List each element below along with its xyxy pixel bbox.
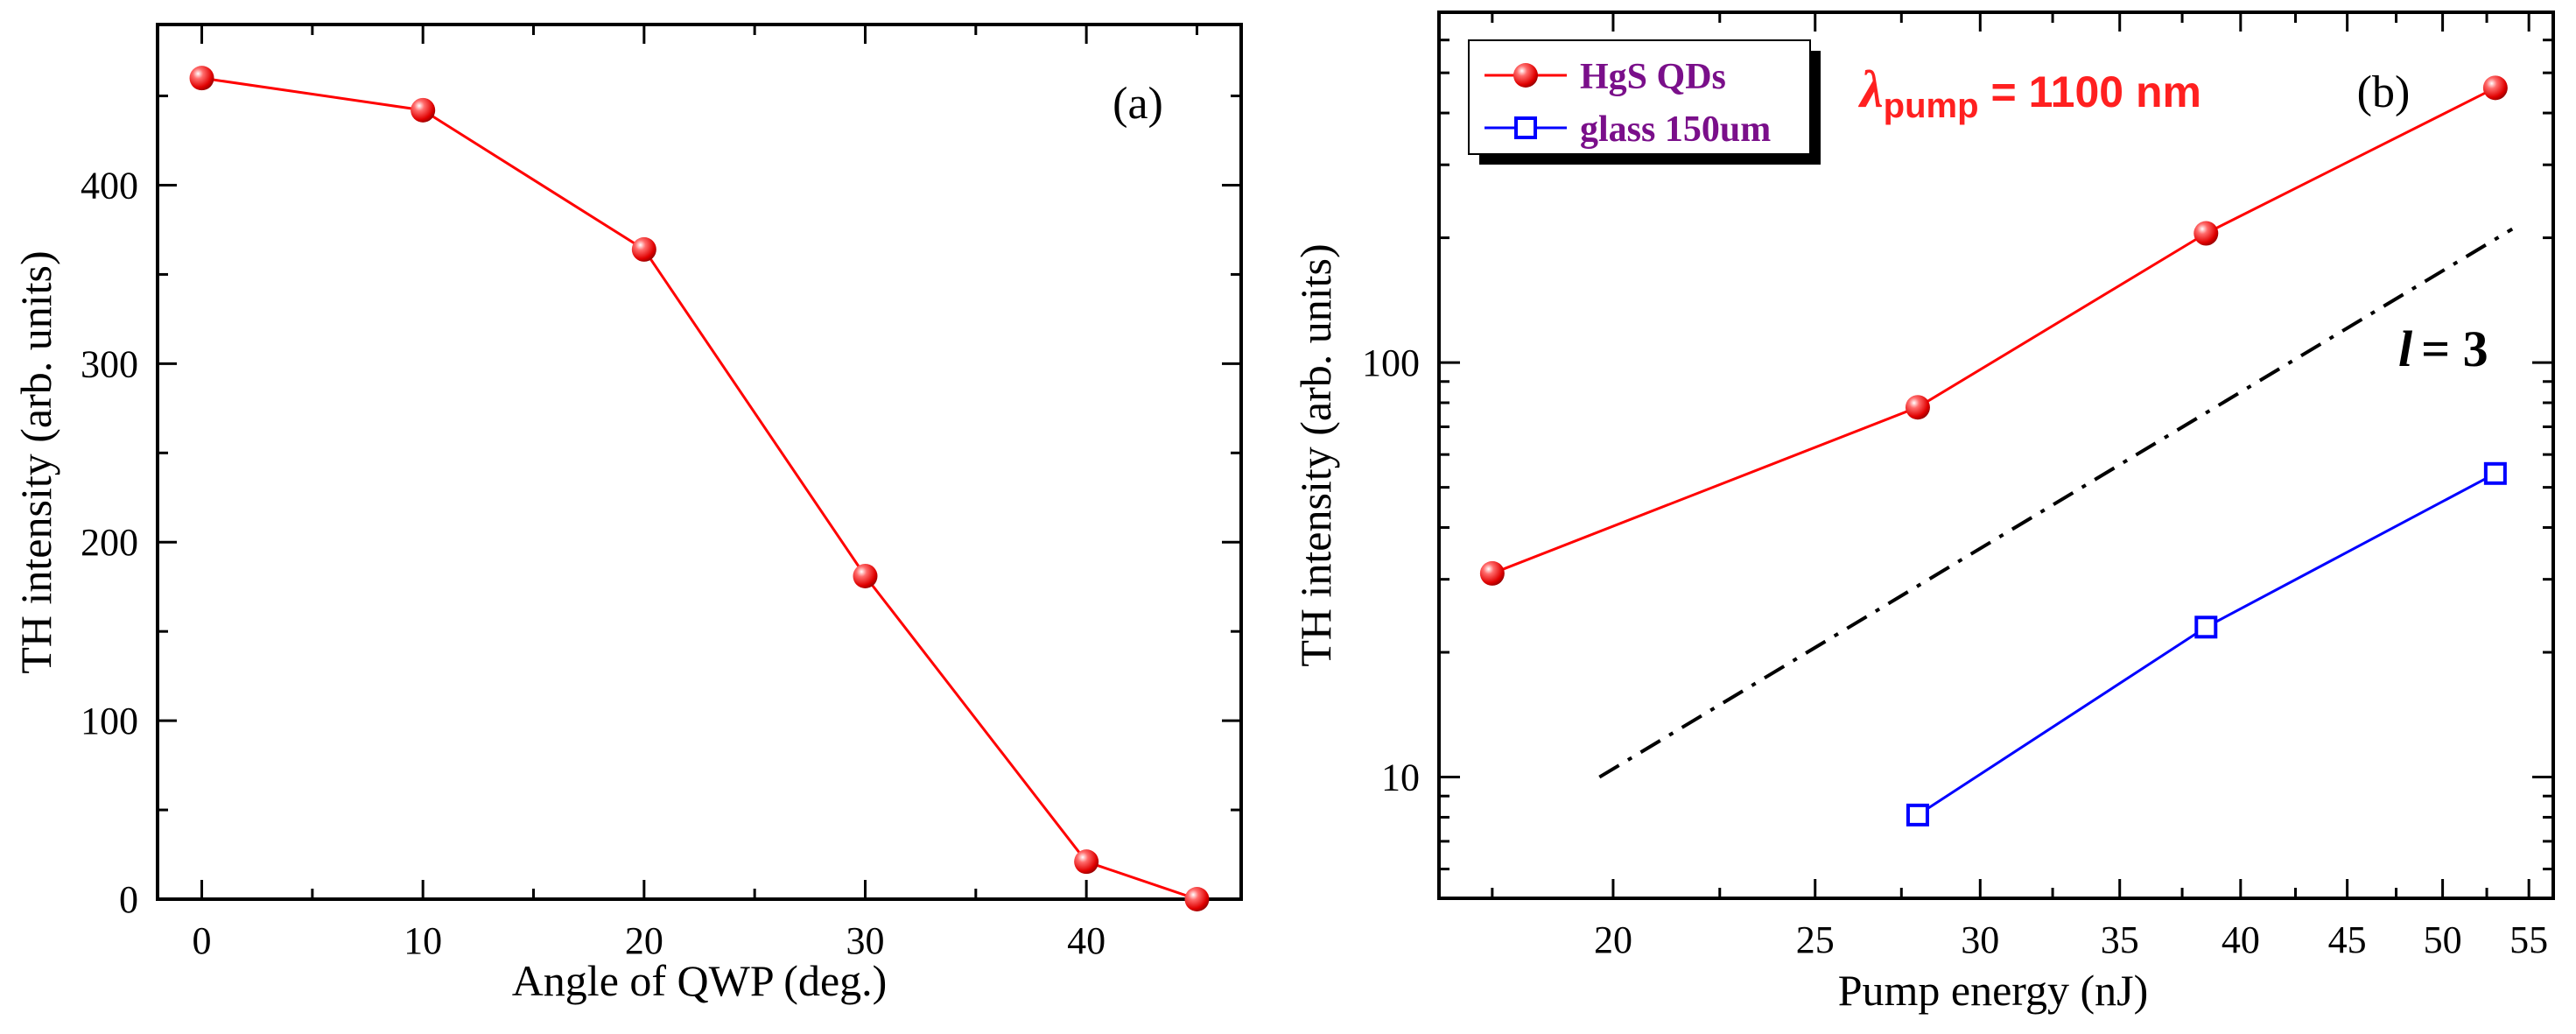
panel-a-frame (156, 23, 1243, 901)
data-point-hgs (2482, 75, 2508, 101)
data-point-glass (2194, 615, 2218, 639)
panel-b-x-axis-label: Pump energy (nJ) (1838, 966, 2149, 1015)
y-tick-label: 200 (81, 521, 138, 564)
y-tick-label: 100 (1362, 341, 1420, 384)
y-tick-label: 100 (81, 700, 138, 742)
x-tick-label: 30 (1961, 918, 1999, 961)
data-point (411, 97, 436, 123)
y-tick-label: 300 (81, 342, 138, 385)
panel-a-y-axis-label: TH intensity (arb. units) (11, 250, 60, 673)
panel-a-x-axis-label: Angle of QWP (deg.) (512, 956, 888, 1005)
x-tick-label: 30 (846, 919, 884, 962)
panel-a-label: (a) (1113, 79, 1163, 129)
data-point (1074, 849, 1099, 875)
slope-value: = 3 (2421, 320, 2488, 377)
y-tick-label: 400 (81, 164, 138, 207)
x-tick-label: 10 (404, 919, 442, 962)
data-point-hgs (2193, 221, 2219, 246)
legend-marker-glass (1514, 116, 1537, 139)
data-point-hgs (1479, 560, 1505, 586)
panel-b-label: (b) (2357, 67, 2411, 117)
slope-guide-line (1598, 227, 2514, 779)
x-tick-label: 20 (1594, 918, 1632, 961)
series-line (1492, 86, 2496, 575)
legend-marker-hgs (1513, 63, 1538, 88)
data-point (189, 66, 214, 91)
panel-b-tick-labels: 20 25 30 35 40 45 50 55 10 100 (1362, 341, 2548, 961)
slope-annotation: l = 3 (2398, 320, 2488, 377)
x-tick-label: 40 (1067, 919, 1106, 962)
y-tick-label: 0 (119, 878, 138, 921)
panel-b-y-axis-label: TH intensity (arb. units) (1291, 243, 1340, 666)
data-point-hgs (1905, 395, 1930, 420)
panel-a-series (189, 66, 1210, 911)
data-point (853, 563, 878, 588)
legend-label-glass: glass 150um (1580, 109, 1771, 150)
series-line (1917, 472, 2496, 817)
lambda-annotation: λpump = 1100 nm (1857, 60, 2201, 125)
data-point (1184, 887, 1210, 911)
panel-b: 20 25 30 35 40 45 50 55 10 100 HgS QDs glass 150u… (1291, 11, 2555, 1015)
series-line (201, 76, 1197, 901)
x-tick-label: 55 (2509, 918, 2548, 961)
x-tick-label: 50 (2424, 918, 2462, 961)
legend: HgS QDs glass 150um (1468, 39, 1821, 165)
data-point-glass (2483, 461, 2507, 485)
x-tick-label: 35 (2101, 918, 2139, 961)
x-tick-label: 45 (2328, 918, 2367, 961)
panel-b-series (1479, 75, 2514, 826)
x-tick-label: 0 (193, 919, 212, 962)
legend-label-hgs: HgS QDs (1580, 57, 1726, 97)
x-tick-label: 25 (1796, 918, 1835, 961)
data-point-glass (1906, 803, 1929, 826)
slope-symbol: l (2398, 320, 2413, 377)
x-tick-label: 40 (2222, 918, 2260, 961)
data-point (631, 236, 656, 262)
lambda-symbol: λ (1857, 60, 1884, 118)
lambda-value: = 1100 nm (1991, 67, 2201, 116)
panel-a-ticks (158, 25, 1241, 901)
lambda-subscript: pump (1884, 87, 1979, 125)
x-tick-label: 20 (625, 919, 663, 962)
y-tick-label: 10 (1381, 756, 1420, 799)
panel-b-ticks (1439, 12, 2553, 898)
